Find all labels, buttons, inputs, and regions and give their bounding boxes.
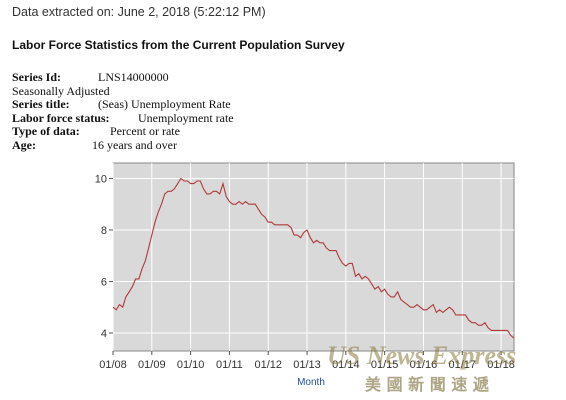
type-of-data-value: Percent or rate — [110, 124, 180, 139]
plot-area — [112, 162, 515, 352]
seasonal-adjustment-value: Seasonally Adjusted — [12, 83, 110, 98]
watermark-line1: US News Express — [327, 341, 516, 370]
age-label: Age: — [12, 137, 36, 152]
type-of-data-row: Type of data: Percent or rate — [12, 125, 234, 139]
x-tick-label: 01/18 — [487, 359, 515, 371]
x-tick-label: 01/14 — [332, 359, 360, 371]
y-tick-label: 8 — [101, 225, 107, 237]
labor-force-status-label: Labor force status: — [12, 110, 110, 125]
x-tick-label: 01/10 — [177, 359, 205, 371]
x-tick-label: 01/12 — [254, 359, 282, 371]
watermark-logo: US News Express 美 國 新 聞 速 遞 — [327, 341, 516, 394]
series-line — [112, 177, 515, 339]
x-tick-label: 01/16 — [410, 359, 438, 371]
grid-lines — [112, 163, 514, 351]
axes: 4 6 8 10 01/08 01/09 01/10 01/11 01/12 01/13 01/14… — [95, 173, 515, 371]
series-title-label: Series title: — [12, 97, 70, 112]
series-info: Series Id: LNS14000000 Seasonally Adjuste… — [12, 70, 234, 153]
y-tick-label: 6 — [101, 276, 107, 288]
series-id-label: Series Id: — [12, 70, 61, 84]
seasonal-adjustment-row: Seasonally Adjusted — [12, 83, 234, 99]
type-of-data-label: Type of data: — [12, 124, 80, 139]
x-tick-label: 01/13 — [293, 359, 321, 371]
series-title-row: Series title: (Seas) Unemployment Rate — [12, 98, 234, 112]
series-id-value: LNS14000000 — [98, 70, 169, 84]
series-id-row: Series Id: LNS14000000 — [12, 70, 234, 85]
watermark-line2: 美 國 新 聞 速 遞 — [365, 375, 490, 394]
unemployment-chart: 4 6 8 10 01/08 01/09 01/10 01/11 01/12 01/13 01/14… — [95, 162, 515, 388]
x-tick-label: 01/11 — [216, 359, 243, 371]
report-title: Labor Force Statistics from the Current … — [12, 38, 345, 52]
y-tick-label: 10 — [95, 173, 107, 185]
age-row: Age: 16 years and over — [12, 137, 234, 153]
series-title-value: (Seas) Unemployment Rate — [98, 97, 231, 112]
labor-force-status-value: Unemployment rate — [138, 110, 234, 125]
series-layer — [112, 177, 515, 339]
age-value: 16 years and over — [92, 137, 177, 152]
x-tick-label: 01/15 — [371, 359, 399, 371]
x-axis-label: Month — [297, 377, 325, 388]
x-tick-label: 01/09 — [138, 359, 166, 371]
y-tick-label: 4 — [101, 328, 107, 340]
extracted-timestamp: Data extracted on: June 2, 2018 (5:22:12… — [12, 5, 266, 19]
x-tick-label: 01/08 — [99, 359, 127, 371]
x-tick-label: 01/17 — [448, 359, 476, 371]
labor-force-status-row: Labor force status: Unemployment rate — [12, 110, 234, 126]
